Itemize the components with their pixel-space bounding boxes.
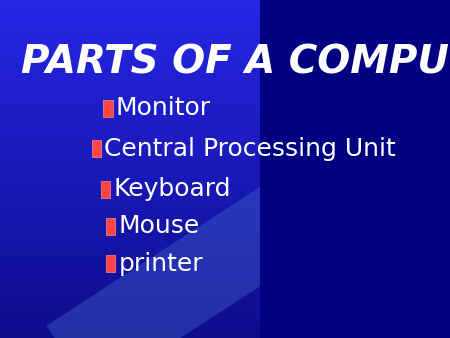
Text: Central Processing Unit: Central Processing Unit bbox=[104, 137, 396, 161]
FancyBboxPatch shape bbox=[101, 181, 110, 198]
FancyBboxPatch shape bbox=[103, 100, 112, 117]
FancyBboxPatch shape bbox=[106, 218, 115, 235]
Text: Mouse: Mouse bbox=[118, 214, 199, 239]
Text: Monitor: Monitor bbox=[116, 96, 211, 120]
FancyBboxPatch shape bbox=[106, 255, 115, 272]
FancyBboxPatch shape bbox=[91, 140, 101, 157]
Text: PARTS OF A COMPUTER: PARTS OF A COMPUTER bbox=[21, 44, 450, 82]
Text: printer: printer bbox=[118, 251, 203, 276]
Text: Keyboard: Keyboard bbox=[113, 177, 230, 201]
